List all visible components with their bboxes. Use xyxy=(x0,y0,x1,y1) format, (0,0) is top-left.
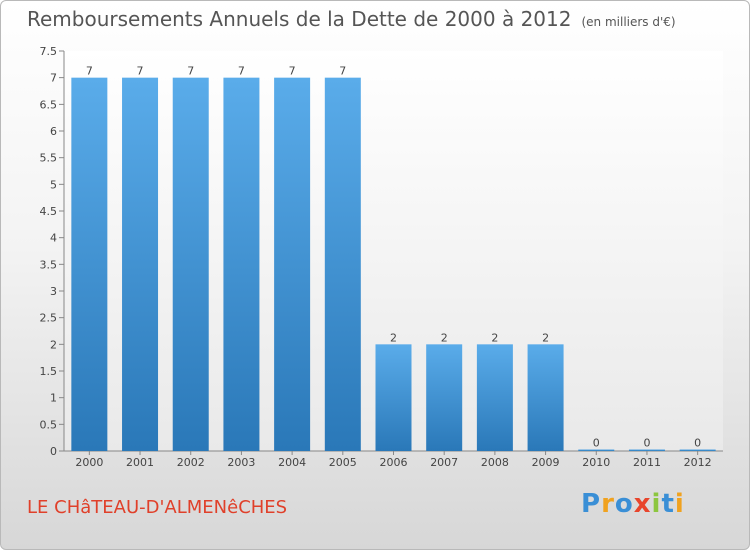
x-tick-label: 2008 xyxy=(481,456,509,469)
y-tick-label: 1.5 xyxy=(40,365,58,378)
y-tick-label: 7.5 xyxy=(40,45,58,58)
x-tick-label: 2005 xyxy=(329,456,357,469)
logo-letter: x xyxy=(633,489,652,519)
x-tick-label: 2012 xyxy=(684,456,712,469)
data-label: 7 xyxy=(86,65,93,78)
x-tick-label: 2010 xyxy=(582,456,610,469)
logo-letter: i xyxy=(651,489,662,519)
bar xyxy=(172,77,209,452)
bar xyxy=(476,344,513,451)
logo-letter: P xyxy=(581,489,602,519)
commune-name: LE CHâTEAU-D'ALMENêCHES xyxy=(27,497,288,518)
bar xyxy=(628,449,665,451)
data-label: 2 xyxy=(390,331,397,344)
bar xyxy=(122,77,159,452)
bar xyxy=(324,77,361,452)
logo-letter: t xyxy=(661,489,675,519)
data-label: 2 xyxy=(441,331,448,344)
data-label: 2 xyxy=(542,331,549,344)
y-tick-label: 5 xyxy=(50,178,57,191)
data-label: 0 xyxy=(643,437,650,450)
y-tick-label: 5.5 xyxy=(40,152,58,165)
y-tick-label: 4 xyxy=(50,232,57,245)
data-label: 7 xyxy=(137,65,144,78)
x-tick-label: 2000 xyxy=(75,456,103,469)
data-label: 2 xyxy=(491,331,498,344)
data-label: 7 xyxy=(238,65,245,78)
bar xyxy=(71,77,108,452)
data-label: 7 xyxy=(289,65,296,78)
y-tick-label: 4.5 xyxy=(40,205,58,218)
x-tick-label: 2009 xyxy=(532,456,560,469)
bar xyxy=(578,449,615,451)
x-tick-label: 2007 xyxy=(430,456,458,469)
y-tick-label: 1 xyxy=(50,392,57,405)
y-tick-label: 2.5 xyxy=(40,312,58,325)
y-tick-label: 6 xyxy=(50,125,57,138)
chart-unit: (en milliers d'€) xyxy=(581,15,676,29)
x-tick-label: 2006 xyxy=(380,456,408,469)
y-tick-label: 0.5 xyxy=(40,418,58,431)
y-tick-label: 2 xyxy=(50,338,57,351)
proxiti-logo: Proxiti xyxy=(581,489,685,519)
x-tick-label: 2003 xyxy=(227,456,255,469)
y-tick-label: 3 xyxy=(50,285,57,298)
y-tick-label: 0 xyxy=(50,445,57,458)
logo-letter: r xyxy=(601,489,615,519)
chart-title-block: Remboursements Annuels de la Dette de 20… xyxy=(27,7,676,31)
data-label: 0 xyxy=(694,437,701,450)
x-tick-label: 2001 xyxy=(126,456,154,469)
data-label: 7 xyxy=(187,65,194,78)
bar xyxy=(375,344,412,451)
x-tick-label: 2004 xyxy=(278,456,306,469)
logo-letter: i xyxy=(674,489,685,519)
y-tick-label: 3.5 xyxy=(40,258,58,271)
bar xyxy=(426,344,463,451)
data-label: 7 xyxy=(339,65,346,78)
bar xyxy=(527,344,564,451)
y-tick-label: 6.5 xyxy=(40,98,58,111)
bar xyxy=(274,77,311,452)
chart-title: Remboursements Annuels de la Dette de 20… xyxy=(27,7,572,31)
y-tick-label: 7 xyxy=(50,72,57,85)
bar xyxy=(679,449,716,451)
bar xyxy=(223,77,260,452)
x-tick-label: 2011 xyxy=(633,456,661,469)
x-tick-label: 2002 xyxy=(177,456,205,469)
logo-letter: o xyxy=(614,489,634,519)
data-label: 0 xyxy=(593,437,600,450)
